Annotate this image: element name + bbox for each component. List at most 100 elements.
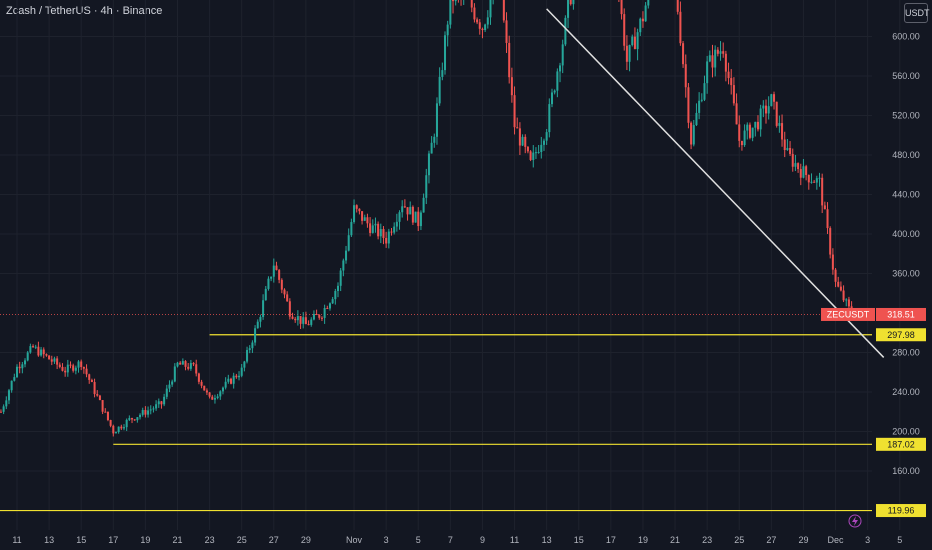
candle-body [425,175,428,198]
lightning-icon[interactable] [848,514,862,528]
price-tick-label: 560.00 [892,71,920,81]
candle-body [299,316,302,324]
time-axis[interactable]: 11 13 15 17 19 21 23 25 27 29 Nov 3 5 7 9 11 13 15 17 19 21 2… [12,535,902,545]
candle-body [307,324,310,326]
candle-body [478,22,481,29]
candle-body [61,366,64,371]
candle-body [401,206,404,213]
price-axis[interactable]: 760.00720.00680.00640.00600.00560.00520.… [892,0,920,476]
candle-body [620,0,623,15]
candle-body [232,375,235,384]
symbol-tag-bg [821,307,875,321]
candle-body [569,0,572,5]
candle-body [326,308,329,310]
candle-body [724,53,727,72]
candle-body [278,270,281,280]
currency-button[interactable]: USDT [904,3,930,23]
candle-body [537,152,540,154]
candle-body [438,76,441,104]
candle-body [90,379,93,383]
candle-body [283,289,286,295]
time-tick-label: 15 [76,535,86,545]
trendline-layer[interactable] [546,8,885,358]
candle-body [676,0,679,12]
time-tick-label: 29 [301,535,311,545]
candle-body [443,35,447,71]
candle-body [556,71,559,91]
candle-body [248,348,251,351]
time-tick-label: 23 [205,535,215,545]
candle-body [481,28,484,31]
candle-body [716,49,719,54]
candle-body [489,0,492,18]
candle-body [208,392,211,397]
price-tick-label: 240.00 [892,387,920,397]
candle-body [345,250,348,261]
candle-body [270,276,273,279]
candle-body [171,381,174,385]
candle-body [502,0,505,21]
candle-body [7,390,10,401]
candle-body [794,163,797,167]
time-tick-label: 25 [237,535,247,545]
candle-body [542,140,545,145]
candle-body [286,294,289,302]
candle-body [398,212,401,222]
candle-body [631,36,634,46]
candle-body [641,18,644,22]
candle-body [377,223,380,237]
candle-body [732,85,735,104]
candle-body [529,151,532,160]
candle-body [336,285,340,292]
trendline[interactable] [546,8,885,358]
candle-body [644,5,647,22]
candle-body [155,404,158,409]
candle-body [50,359,53,362]
price-tick-label: 360.00 [892,269,920,279]
candle-body [414,211,417,223]
candle-body [72,365,75,371]
candle-body [845,299,848,301]
candlesticks [0,0,853,437]
candle-body [548,104,551,133]
candle-body [623,14,626,46]
candle-body [211,396,214,400]
candle-body [708,55,711,62]
candle-body [157,401,160,405]
candle-body [21,364,24,369]
candle-body [131,418,134,420]
candle-body [355,205,358,209]
candle-body [238,375,241,378]
candle-body [320,317,323,319]
candle-body [510,77,513,96]
candle-body [312,314,315,320]
candle-body [805,166,808,175]
candle-body [422,197,425,213]
candle-body [302,317,305,324]
candle-body [246,350,249,362]
candle-body [56,358,59,365]
candle-body [473,7,476,20]
time-tick-label: 17 [108,535,118,545]
candle-body [524,136,527,147]
candle-body [96,394,99,396]
candle-body [120,426,123,429]
candle-body [773,94,776,102]
candle-body [88,374,91,380]
candle-body [125,419,128,428]
candle-body [181,361,184,365]
candle-body [58,364,61,367]
candle-body [484,24,487,31]
candle-body [339,270,342,286]
candle-body [513,95,516,128]
candle-body [256,321,259,329]
candle-body [532,152,535,160]
candle-body [818,177,821,179]
price-tick-label: 640.00 [892,0,920,2]
candle-body [262,300,265,317]
candle-body [15,366,19,378]
time-tick-label: 9 [480,535,485,545]
candle-body [195,364,198,374]
time-tick-label: 13 [44,535,54,545]
